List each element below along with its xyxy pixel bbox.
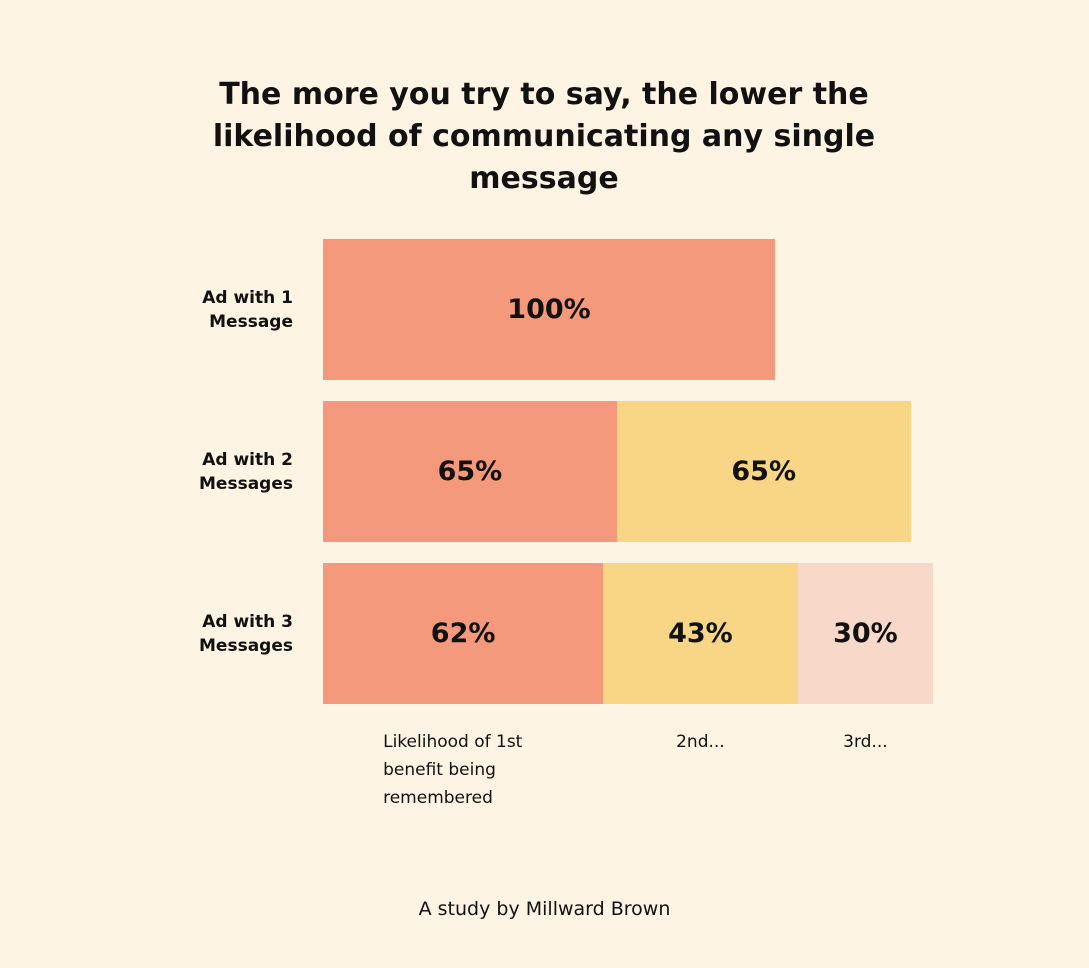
chart-title: The more you try to say, the lower the l… [212, 77, 876, 196]
bar-segment: 100% [323, 239, 775, 380]
legend-label: 2nd... [676, 732, 725, 752]
category-label: Ad with 1 Message [202, 287, 293, 332]
bar-segment: 65% [323, 401, 617, 542]
legend-label: Likelihood of 1st benefit being remember… [383, 732, 523, 808]
category-label: Ad with 2 Messages [199, 449, 293, 494]
bar-segment: 30% [797, 563, 934, 704]
bar-segment: 62% [323, 563, 604, 704]
category-label: Ad with 3 Messages [199, 611, 293, 656]
source: A study by Millward Brown [418, 898, 671, 920]
bar-segment: 65% [616, 401, 911, 542]
legend-label: 3rd... [843, 732, 888, 752]
bar-segment: 43% [603, 563, 798, 704]
